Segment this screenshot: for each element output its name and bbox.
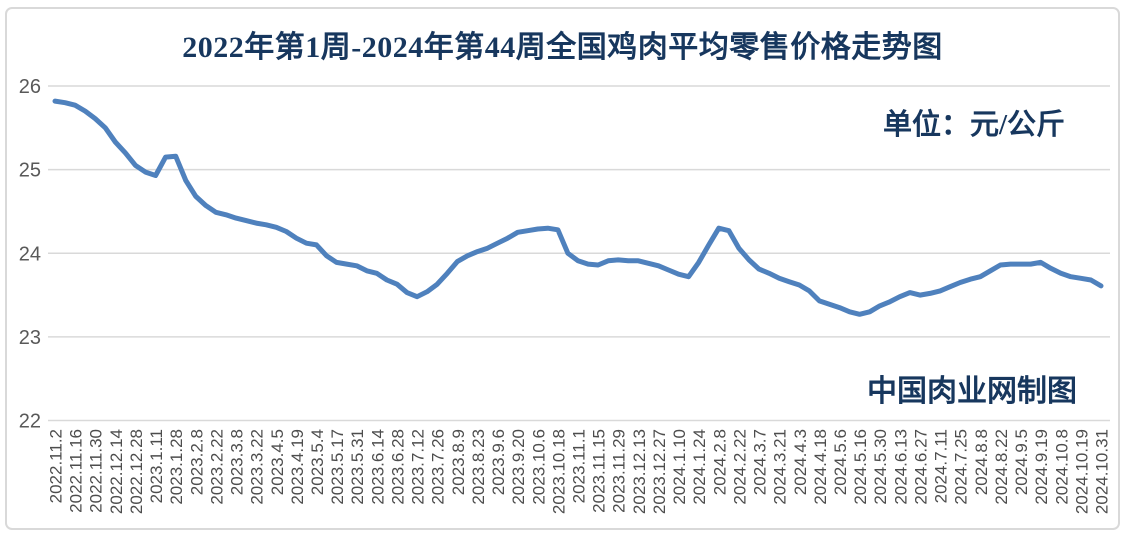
x-tick-label: 2023.2.8 xyxy=(187,429,206,495)
y-tick-label: 25 xyxy=(19,160,41,182)
x-tick-label: 2023.10.18 xyxy=(549,429,568,514)
x-tick-label: 2022.12.28 xyxy=(127,429,146,514)
x-tick-label: 2024.8.22 xyxy=(992,429,1011,505)
x-tick-label: 2024.5.30 xyxy=(871,429,890,505)
x-tick-label: 2024.8.8 xyxy=(972,429,991,495)
price-trend-line xyxy=(52,98,1104,317)
x-tick-label: 2023.2.22 xyxy=(207,429,226,505)
x-tick-label: 2023.7.26 xyxy=(429,429,448,505)
x-tick-label: 2024.10.8 xyxy=(1052,429,1071,505)
y-tick-label: 24 xyxy=(19,243,41,265)
x-tick-label: 2023.1.28 xyxy=(167,429,186,505)
x-tick-label: 2023.12.27 xyxy=(650,429,669,514)
x-tick-label: 2024.1.10 xyxy=(670,429,689,505)
x-tick-label: 2024.7.25 xyxy=(952,429,971,505)
x-tick-label: 2023.12.13 xyxy=(630,429,649,514)
x-tick-label: 2024.5.6 xyxy=(831,429,850,495)
x-tick-label: 2023.3.22 xyxy=(248,429,267,505)
x-tick-label: 2024.10.19 xyxy=(1072,429,1091,514)
unit-label: 单位：元/公斤 xyxy=(882,109,1065,141)
x-tick-label: 2023.5.4 xyxy=(308,429,327,495)
x-tick-label: 2024.9.5 xyxy=(1012,429,1031,495)
x-tick-label: 2023.11.1 xyxy=(570,429,589,503)
x-tick-label: 2023.10.6 xyxy=(529,429,548,505)
x-tick-label: 2023.1.11 xyxy=(147,429,166,503)
x-tick-label: 2024.4.3 xyxy=(791,429,810,495)
x-tick-label: 2024.2.22 xyxy=(730,429,749,505)
credit-watermark: 中国肉业网制图 xyxy=(867,375,1077,408)
x-tick-label: 2023.6.28 xyxy=(388,429,407,505)
x-tick-label: 2022.11.2 xyxy=(47,429,66,503)
x-tick-label: 2023.11.29 xyxy=(610,429,629,513)
x-tick-label: 2023.5.31 xyxy=(348,429,367,505)
chart-title: 2022年第1周-2024年第44周全国鸡肉平均零售价格走势图 xyxy=(182,31,943,64)
y-tick-label: 23 xyxy=(19,327,41,349)
x-tick-label: 2022.12.14 xyxy=(107,429,126,514)
x-tick-label: 2024.3.7 xyxy=(751,429,770,495)
x-tick-label: 2022.11.30 xyxy=(87,429,106,513)
x-axis-tick-labels: 2022.11.2 2022.11.16 2022.11.30 2022.12.14 2… xyxy=(47,429,1112,514)
x-tick-label: 2023.3.8 xyxy=(228,429,247,495)
x-tick-label: 2024.3.21 xyxy=(771,429,790,505)
x-tick-label: 2023.4.19 xyxy=(288,429,307,505)
x-tick-label: 2024.10.31 xyxy=(1093,429,1112,514)
x-tick-label: 2023.8.23 xyxy=(469,429,488,505)
x-tick-label: 2023.9.6 xyxy=(489,429,508,495)
x-tick-label: 2023.9.20 xyxy=(509,429,528,505)
x-tick-label: 2023.8.9 xyxy=(449,429,468,495)
x-tick-label: 2023.4.5 xyxy=(268,429,287,495)
x-tick-label: 2024.6.27 xyxy=(911,429,930,505)
x-tick-label: 2023.5.17 xyxy=(328,429,347,505)
x-tick-label: 2023.6.14 xyxy=(368,429,387,505)
y-tick-label: 22 xyxy=(19,411,41,433)
horizontal-gridlines xyxy=(48,85,1110,422)
x-tick-label: 2024.6.13 xyxy=(891,429,910,505)
x-tick-label: 2023.11.15 xyxy=(590,429,609,513)
x-tick-label: 2024.1.24 xyxy=(690,429,709,505)
x-tick-label: 2024.9.19 xyxy=(1032,429,1051,505)
x-tick-label: 2022.11.16 xyxy=(67,429,86,513)
x-tick-label: 2023.7.12 xyxy=(409,429,428,505)
y-axis-tick-labels: 26 25 24 23 22 xyxy=(19,76,41,433)
x-tick-label: 2024.5.16 xyxy=(851,429,870,505)
x-tick-label: 2024.7.11 xyxy=(932,429,951,503)
x-tick-label: 2024.4.18 xyxy=(811,429,830,505)
y-tick-label: 26 xyxy=(19,76,41,98)
x-tick-label: 2024.2.8 xyxy=(710,429,729,495)
